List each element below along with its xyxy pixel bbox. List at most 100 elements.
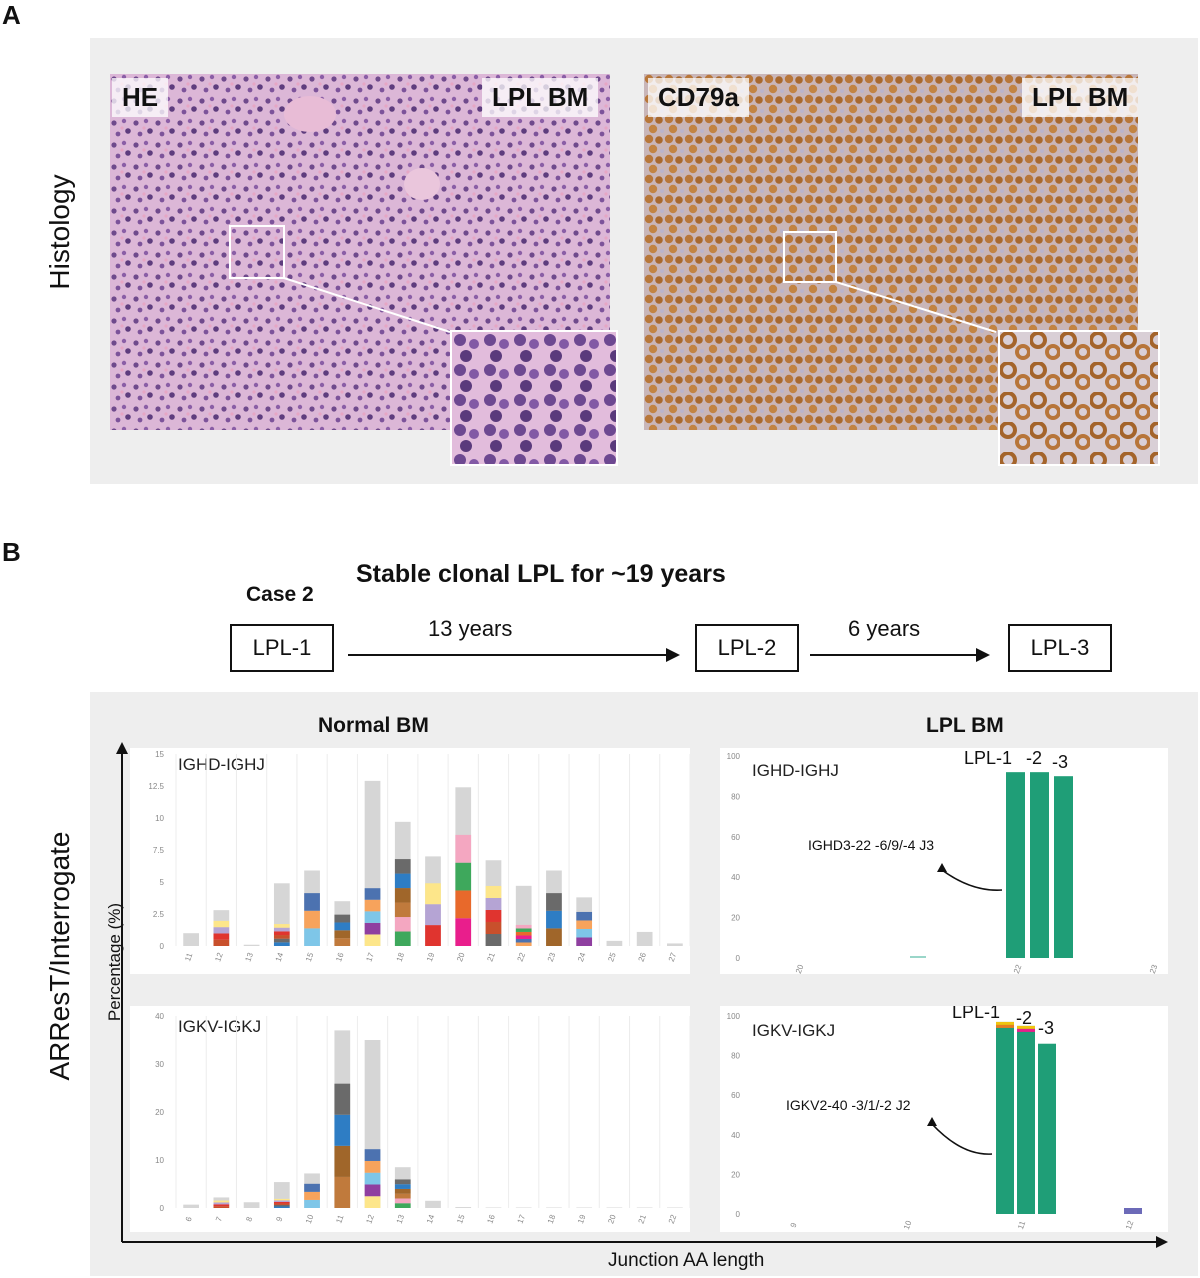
bar-segment-20 bbox=[455, 834, 472, 863]
clone-annotation: IGKV2-40 -3/1/-2 J2 bbox=[786, 1097, 911, 1113]
bar-segment-17 bbox=[364, 934, 381, 946]
bar-segment-18 bbox=[394, 931, 411, 946]
timeline-arrow-2 bbox=[810, 654, 976, 656]
chart-lpl-ighd: IGHD-IGHJ 0 20 40 60 80 100 20 22 23 LPL-1 -2 -3 IGHD… bbox=[720, 748, 1168, 975]
case-label: Case 2 bbox=[246, 583, 314, 606]
x-tick-label: 22 bbox=[667, 1213, 679, 1225]
small-bar bbox=[910, 956, 926, 958]
bar-segment-17 bbox=[364, 899, 381, 912]
bar-top-stripe bbox=[1017, 1025, 1035, 1029]
bar-segment-23 bbox=[546, 928, 562, 946]
small-bar bbox=[1124, 1208, 1142, 1214]
bar-segment-20 bbox=[455, 862, 472, 891]
annotation-arrow bbox=[931, 1123, 993, 1155]
cd79a-site-tag: LPL BM bbox=[1022, 78, 1139, 117]
y-tick-label: 40 bbox=[731, 873, 740, 882]
timeline-interval-2: 6 years bbox=[848, 616, 921, 641]
bar-segment-23 bbox=[546, 893, 562, 911]
bar-segment-13 bbox=[394, 1203, 411, 1208]
chart-normal-ighd: IGHD-IGHJ 0 2.5 5 7.5 10 12.5 15 11 12 13 14 15 16 17 1… bbox=[130, 748, 691, 974]
y-tick-label: 40 bbox=[155, 1012, 164, 1021]
bar-segment-9 bbox=[273, 1198, 290, 1201]
x-tick-label: 18 bbox=[546, 1213, 558, 1225]
bar-segment-7 bbox=[213, 1202, 230, 1205]
y-tick-label: 7.5 bbox=[153, 846, 165, 855]
x-tick-label: 8 bbox=[244, 1215, 254, 1223]
x-tick-label: 19 bbox=[425, 951, 437, 963]
x-tick-label: 17 bbox=[364, 951, 376, 963]
bar-14 bbox=[425, 1200, 441, 1208]
histology-row-label: Histology bbox=[44, 174, 75, 290]
timeline-arrowhead-1 bbox=[666, 648, 680, 662]
cd79a-stain-tag: CD79a bbox=[648, 78, 749, 117]
y-tick-label: 10 bbox=[155, 814, 164, 823]
x-tick-label: 26 bbox=[637, 951, 649, 963]
bar-segment-11 bbox=[334, 1083, 351, 1115]
y-tick-label: 10 bbox=[155, 1156, 164, 1165]
y-tick-label: 5 bbox=[160, 878, 165, 887]
x-tick-label: 11 bbox=[183, 951, 194, 962]
x-tick-label: 10 bbox=[902, 1219, 914, 1231]
cd79a-inset-zoom bbox=[998, 330, 1160, 466]
bar-segment-13 bbox=[394, 1198, 411, 1204]
bar-segment-7 bbox=[213, 1206, 230, 1208]
x-tick-label: 20 bbox=[794, 963, 806, 974]
chart-title: IGHD-IGHJ bbox=[752, 761, 839, 780]
x-tick-label: 15 bbox=[455, 1213, 467, 1225]
bar-segment-10 bbox=[304, 1183, 320, 1192]
bar-segment-21 bbox=[485, 885, 502, 898]
chart-lpl-igkv-svg: IGKV-IGKJ 0 20 40 60 80 100 9 10 11 12 LPL-1 -2 -3 IGK… bbox=[727, 1002, 1142, 1231]
x-tick-label: 23 bbox=[546, 951, 558, 963]
bar-LPL-1 bbox=[996, 1021, 1014, 1214]
timeline-interval-1: 13 years bbox=[428, 616, 513, 641]
y-tick-label: 100 bbox=[727, 1012, 741, 1021]
bar-segment-12 bbox=[364, 1149, 381, 1161]
bar-LPL-3 bbox=[1054, 776, 1073, 958]
bar-segment-16 bbox=[334, 914, 351, 923]
x-tick-label: 14 bbox=[425, 1213, 437, 1225]
y-tick-label: 20 bbox=[731, 914, 740, 923]
bar-top-stripe bbox=[1017, 1028, 1035, 1032]
bar-segment-16 bbox=[334, 922, 351, 931]
bar-segment-18 bbox=[394, 859, 411, 874]
x-tick-label: 23 bbox=[1148, 963, 1160, 974]
x-tick-label: 24 bbox=[576, 951, 588, 963]
bar-segment-22 bbox=[515, 931, 532, 936]
chart-title: IGKV-IGKJ bbox=[178, 1017, 261, 1036]
he-stain-tag: HE bbox=[112, 78, 169, 117]
x-tick-label: 18 bbox=[395, 951, 407, 963]
bar-segment-15 bbox=[304, 910, 320, 929]
bar-segment-14 bbox=[273, 942, 290, 946]
x-tick-label: 9 bbox=[789, 1221, 799, 1229]
y-tick-label: 0 bbox=[160, 1204, 165, 1213]
x-tick-label: 12 bbox=[213, 951, 225, 963]
bar-segment-19 bbox=[425, 883, 441, 905]
bar-segment-11 bbox=[334, 1114, 351, 1146]
bar-segment-14 bbox=[273, 931, 290, 936]
bar-segment-9 bbox=[273, 1200, 290, 1202]
bar-13 bbox=[243, 944, 260, 946]
bar-segment-14 bbox=[273, 924, 290, 928]
bar-6 bbox=[183, 1204, 199, 1208]
x-tick-label: 11 bbox=[334, 1213, 345, 1224]
bar-segment-20 bbox=[455, 918, 472, 946]
bar-segment-9 bbox=[273, 1204, 290, 1207]
y-tick-label: 2.5 bbox=[153, 910, 165, 919]
x-tick-label: 27 bbox=[667, 951, 679, 963]
bar-LPL-3 bbox=[1038, 1043, 1056, 1214]
bar-27 bbox=[667, 943, 683, 946]
bar-label: -3 bbox=[1052, 752, 1068, 772]
bar-label: -2 bbox=[1026, 748, 1042, 768]
bar-segment-16 bbox=[334, 930, 351, 939]
y-tick-label: 100 bbox=[727, 752, 741, 761]
bar-segment-21 bbox=[485, 933, 502, 946]
bar-segment-18 bbox=[394, 873, 411, 889]
bar-segment-18 bbox=[394, 902, 411, 918]
y-axis-title: ARResT/Interrogate bbox=[44, 831, 75, 1081]
panel-a-letter: A bbox=[2, 0, 21, 30]
x-tick-label: 10 bbox=[304, 1213, 316, 1225]
x-tick-label: 12 bbox=[364, 1213, 376, 1225]
bar-segment-21 bbox=[485, 921, 502, 934]
bar-segment-12 bbox=[364, 1196, 381, 1208]
timeline-box-lpl-3: LPL-3 bbox=[1008, 624, 1112, 672]
